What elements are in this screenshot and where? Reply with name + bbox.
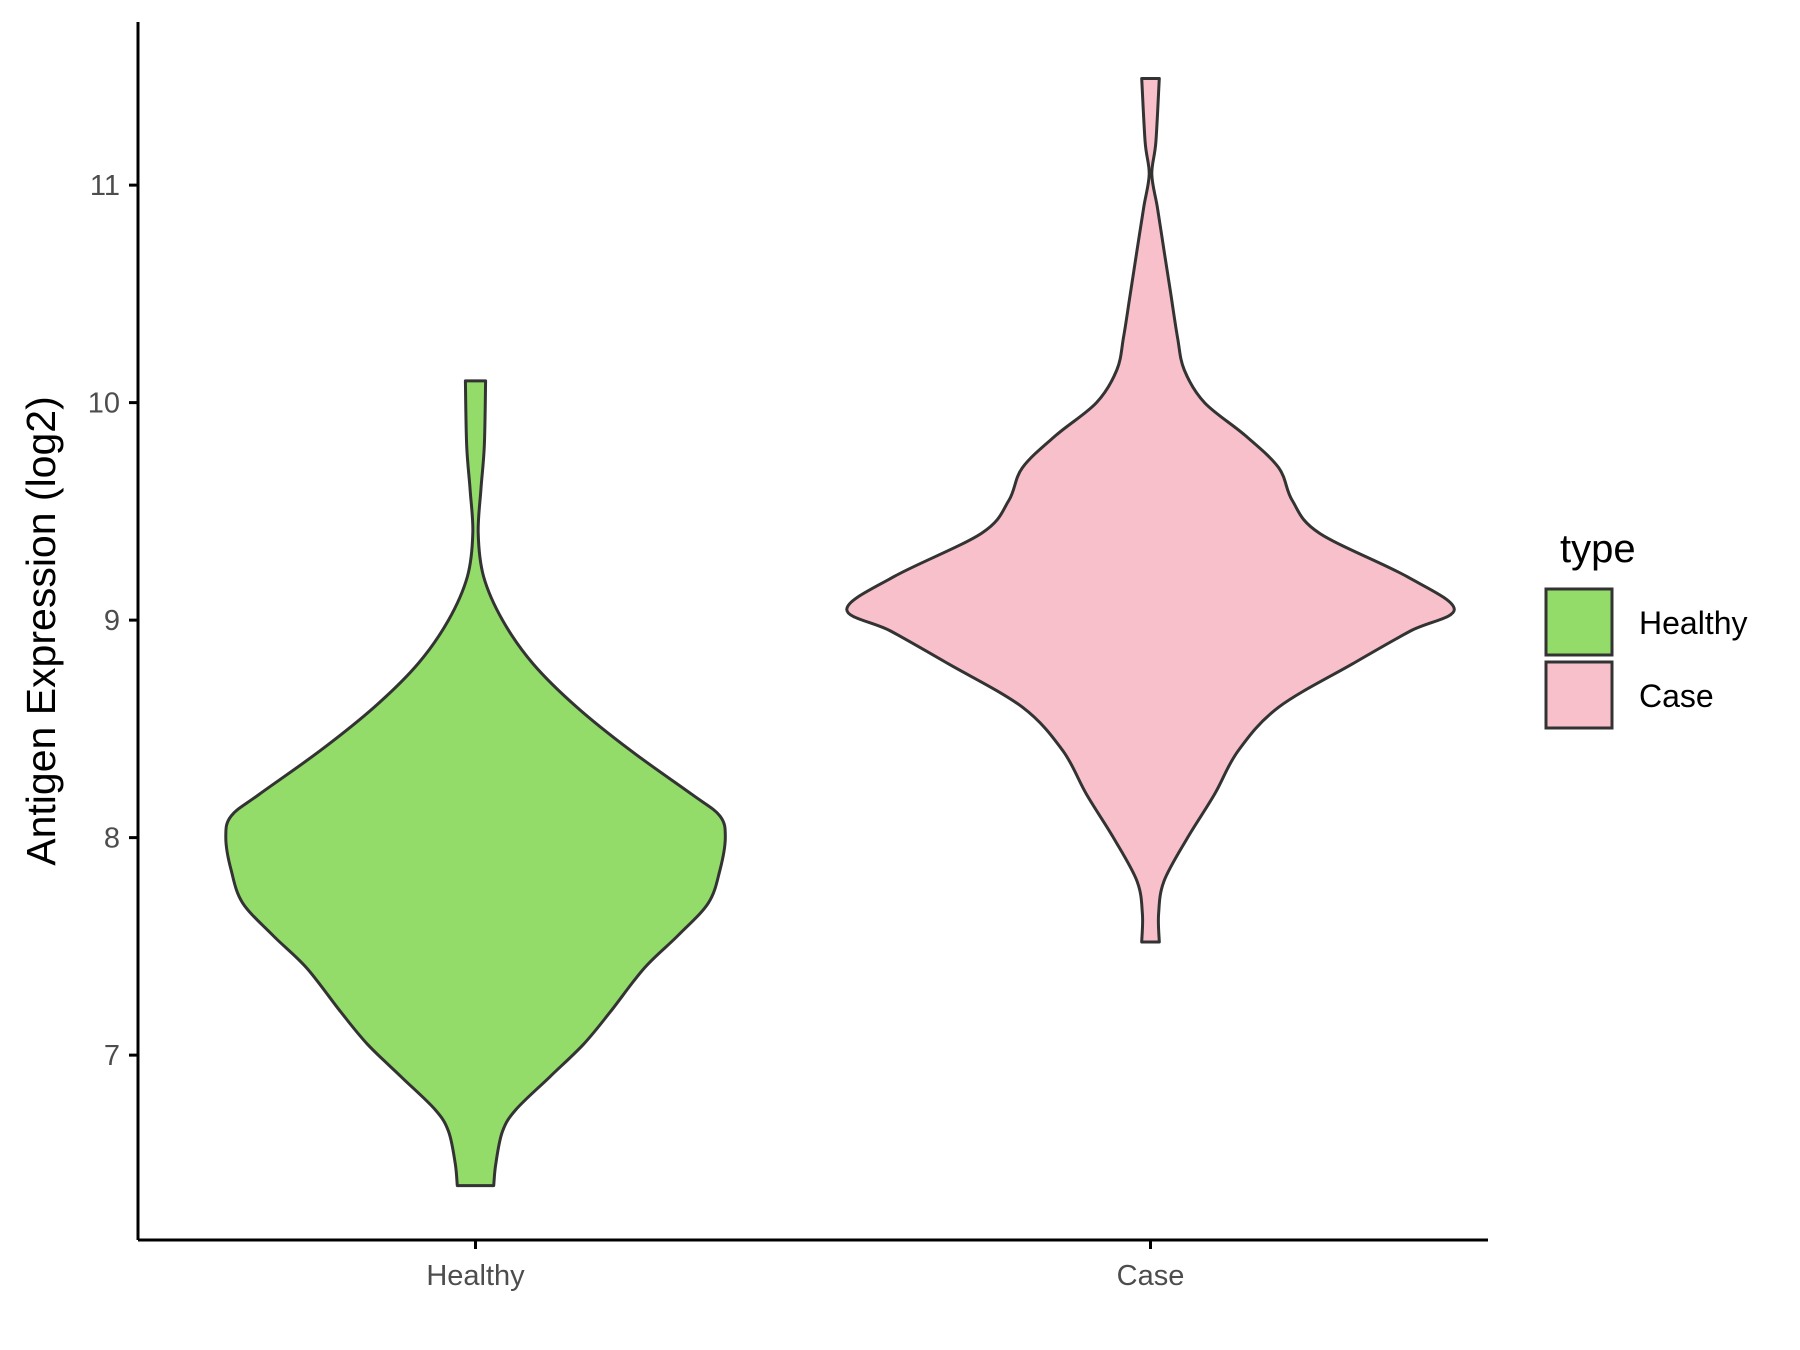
legend: type Healthy Case	[1544, 527, 1748, 730]
plot-area: 7 8 9 10 11 Healthy Case	[88, 22, 1488, 1292]
x-tick-label: Case	[1117, 1260, 1185, 1292]
legend-label: Healthy	[1639, 605, 1748, 641]
y-tick-label: 9	[104, 605, 120, 637]
y-tick-label: 7	[104, 1040, 120, 1072]
y-axis-title: Antigen Expression (log2)	[18, 396, 64, 865]
y-tick-label: 8	[104, 823, 120, 855]
violin-healthy	[224, 379, 727, 1188]
violins	[224, 77, 1456, 1188]
legend-swatch	[1544, 587, 1614, 657]
y-tick-label: 10	[88, 388, 120, 420]
violin-case	[845, 77, 1456, 944]
legend-label: Case	[1639, 678, 1714, 714]
x-axis-ticks: Healthy Case	[426, 1240, 1184, 1292]
y-axis-ticks: 7 8 9 10 11	[88, 170, 138, 1072]
legend-swatch	[1544, 660, 1614, 730]
x-tick-label: Healthy	[426, 1260, 525, 1292]
y-tick-label: 11	[90, 170, 120, 202]
legend-title: type	[1560, 527, 1636, 571]
legend-items: Healthy Case	[1544, 587, 1748, 730]
